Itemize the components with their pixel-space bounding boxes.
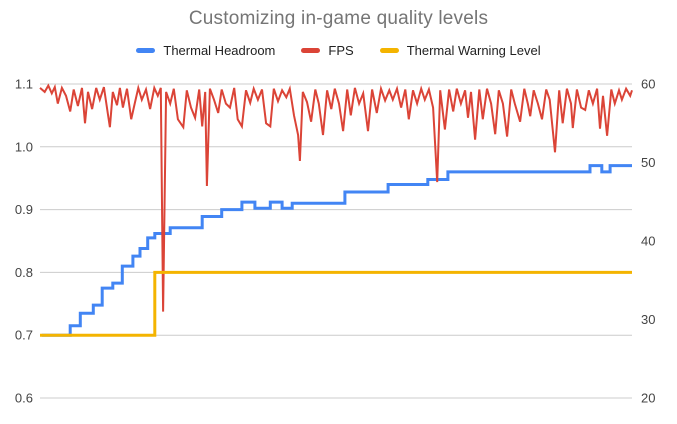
y-axis-left-tick-label: 0.9 — [15, 202, 33, 217]
legend: Thermal Headroom FPS Thermal Warning Lev… — [0, 43, 677, 58]
legend-swatch-thermal-headroom — [136, 48, 156, 53]
y-axis-right-tick-label: 40 — [641, 234, 655, 249]
legend-label-thermal-headroom: Thermal Headroom — [163, 43, 276, 58]
thermal-warning-level-line — [40, 270, 632, 337]
legend-swatch-thermal-warning-level — [379, 48, 399, 53]
legend-label-fps: FPS — [328, 43, 354, 58]
y-axis-right-tick-label: 50 — [641, 155, 655, 170]
legend-item-thermal-warning-level: Thermal Warning Level — [379, 43, 541, 58]
y-axis-right-tick-label: 20 — [641, 391, 655, 406]
y-axis-right-tick-label: 30 — [641, 312, 655, 327]
y-axis-left-tick-label: 1.0 — [15, 139, 33, 154]
legend-item-thermal-headroom: Thermal Headroom — [136, 43, 275, 58]
y-axis-right-tick-label: 60 — [641, 77, 655, 92]
fps-line — [39, 83, 633, 312]
legend-swatch-fps — [301, 48, 321, 53]
legend-label-thermal-warning-level: Thermal Warning Level — [406, 43, 541, 58]
chart-title: Customizing in-game quality levels — [188, 8, 489, 29]
y-axis-left-tick-label: 0.7 — [15, 328, 33, 343]
y-axis-left-tick-label: 0.6 — [15, 391, 33, 406]
y-axis-left-tick-label: 0.8 — [15, 265, 33, 280]
thermal-headroom-line — [41, 164, 632, 337]
legend-item-fps: FPS — [301, 43, 354, 58]
y-axis-left-tick-label: 1.1 — [15, 77, 33, 92]
